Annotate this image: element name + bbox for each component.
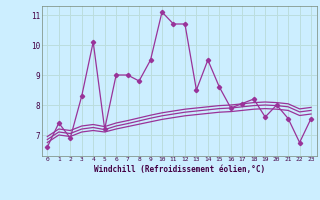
X-axis label: Windchill (Refroidissement éolien,°C): Windchill (Refroidissement éolien,°C) (94, 165, 265, 174)
